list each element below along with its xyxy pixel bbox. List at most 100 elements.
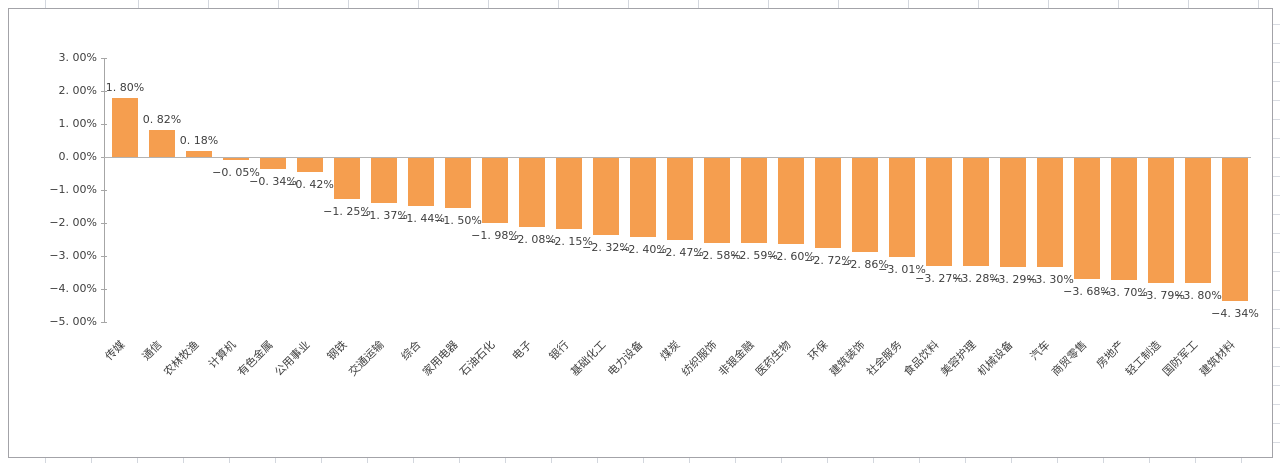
spreadsheet-gridline-stub [1273, 195, 1280, 196]
bar [926, 158, 952, 266]
x-axis-category-label: 电力设备 [605, 338, 646, 379]
spreadsheet-gridline-stub [137, 458, 138, 463]
bar-value-label: −2. 08% [508, 233, 556, 246]
y-axis-tick-label: 2. 00% [58, 84, 97, 97]
bar-value-label: −3. 70% [1100, 286, 1148, 299]
bar [186, 151, 212, 157]
y-axis-tick-label: −2. 00% [49, 216, 97, 229]
spreadsheet-gridline-stub [689, 458, 690, 463]
bar-value-label: 0. 18% [179, 134, 219, 147]
bar-value-label: −3. 29% [989, 273, 1037, 286]
bar [963, 158, 989, 266]
spreadsheet-gridline-stub [1273, 233, 1280, 234]
bar-value-label: −2. 32% [582, 241, 630, 254]
x-axis-category-label: 煤炭 [657, 338, 683, 364]
bar-value-label: −2. 60% [767, 250, 815, 263]
spreadsheet-gridline-stub [781, 458, 782, 463]
spreadsheet-gridline-stub [1273, 328, 1280, 329]
spreadsheet-gridline-stub [551, 458, 552, 463]
bar [297, 158, 323, 172]
bar-value-label: −3. 01% [878, 263, 926, 276]
spreadsheet-gridline-stub [1273, 423, 1280, 424]
spreadsheet-gridline-stub [873, 458, 874, 463]
bar [112, 98, 138, 157]
x-axis-category-label: 医药生物 [753, 338, 794, 379]
bar-value-label: −3. 30% [1026, 273, 1074, 286]
x-axis-category-label: 建筑材料 [1197, 338, 1238, 379]
x-axis-category-label: 电子 [509, 338, 535, 364]
x-axis-category-label: 银行 [546, 338, 572, 364]
zero-axis-line [104, 157, 1251, 158]
spreadsheet-gridline-stub [275, 458, 276, 463]
spreadsheet-gridline-stub [1149, 458, 1150, 463]
x-axis-category-label: 农林牧渔 [161, 338, 202, 379]
bar-value-label: −0. 05% [212, 166, 260, 179]
x-axis-category-label: 食品饮料 [901, 338, 942, 379]
spreadsheet-gridline-stub [505, 458, 506, 463]
spreadsheet-gridline-stub [229, 458, 230, 463]
bar-value-label: −3. 68% [1063, 285, 1111, 298]
x-axis-category-label: 商贸零售 [1049, 338, 1090, 379]
bar [1222, 158, 1248, 301]
spreadsheet-gridline-stub [838, 0, 839, 8]
x-axis-category-label: 传媒 [102, 338, 128, 364]
bar-value-label: −3. 28% [952, 272, 1000, 285]
bar-value-label: −3. 79% [1137, 289, 1185, 302]
spreadsheet-gridline-stub [413, 458, 414, 463]
bar-value-label: −2. 58% [693, 249, 741, 262]
bar-value-label: −2. 15% [545, 235, 593, 248]
spreadsheet-gridline-stub [1273, 157, 1280, 158]
bar [519, 158, 545, 227]
spreadsheet-gridline-stub [418, 0, 419, 8]
spreadsheet-gridline-stub [1241, 458, 1242, 463]
x-axis-category-label: 石油石化 [457, 338, 498, 379]
x-axis-category-label: 家用电器 [420, 338, 461, 379]
bar [1185, 158, 1211, 283]
bar [1111, 158, 1137, 280]
spreadsheet-gridline-stub [1273, 62, 1280, 63]
spreadsheet-gridline-stub [1188, 0, 1189, 8]
bar [408, 158, 434, 206]
spreadsheet-gridline-stub [735, 458, 736, 463]
spreadsheet-gridline-stub [1273, 252, 1280, 253]
spreadsheet-gridline-stub [1273, 442, 1280, 443]
spreadsheet-gridline-stub [1011, 458, 1012, 463]
spreadsheet-gridline-stub [321, 458, 322, 463]
x-axis-category-label: 社会服务 [864, 338, 905, 379]
y-axis-tick-label: −4. 00% [49, 282, 97, 295]
spreadsheet-gridline-stub [348, 0, 349, 8]
bar-value-label: −2. 40% [619, 243, 667, 256]
y-axis-line [104, 58, 105, 323]
bar-value-label: 0. 82% [142, 113, 182, 126]
spreadsheet-gridline-stub [1273, 347, 1280, 348]
x-axis-category-label: 机械设备 [975, 338, 1016, 379]
spreadsheet-gridline-stub [965, 458, 966, 463]
spreadsheet-gridline-stub [488, 0, 489, 8]
x-axis-category-label: 综合 [398, 338, 424, 364]
y-axis-tick-label: 0. 00% [58, 150, 97, 163]
spreadsheet-gridline-stub [208, 0, 209, 8]
spreadsheet-gridline-stub [1195, 458, 1196, 463]
bar-value-label: −2. 47% [656, 246, 704, 259]
bar-value-label: −1. 50% [434, 214, 482, 227]
spreadsheet-gridline-stub [558, 0, 559, 8]
spreadsheet-gridline-stub [597, 458, 598, 463]
x-axis-category-label: 纺织服饰 [679, 338, 720, 379]
spreadsheet-gridline-stub [183, 458, 184, 463]
bar [149, 130, 175, 157]
bar [223, 158, 249, 160]
x-axis-category-label: 环保 [805, 338, 831, 364]
spreadsheet-gridline-stub [628, 0, 629, 8]
y-axis-tick-label: 1. 00% [58, 117, 97, 130]
spreadsheet-gridline-stub [1273, 43, 1280, 44]
spreadsheet-gridline-stub [45, 458, 46, 463]
bar-value-label: −2. 59% [730, 249, 778, 262]
x-axis-category-label: 建筑装饰 [827, 338, 868, 379]
spreadsheet-gridline-stub [459, 458, 460, 463]
x-axis-category-label: 公用事业 [272, 338, 313, 379]
bar [667, 158, 693, 240]
bar-value-label: −0. 34% [249, 175, 297, 188]
x-axis-category-label: 国防军工 [1160, 338, 1201, 379]
spreadsheet-gridline-stub [1273, 309, 1280, 310]
